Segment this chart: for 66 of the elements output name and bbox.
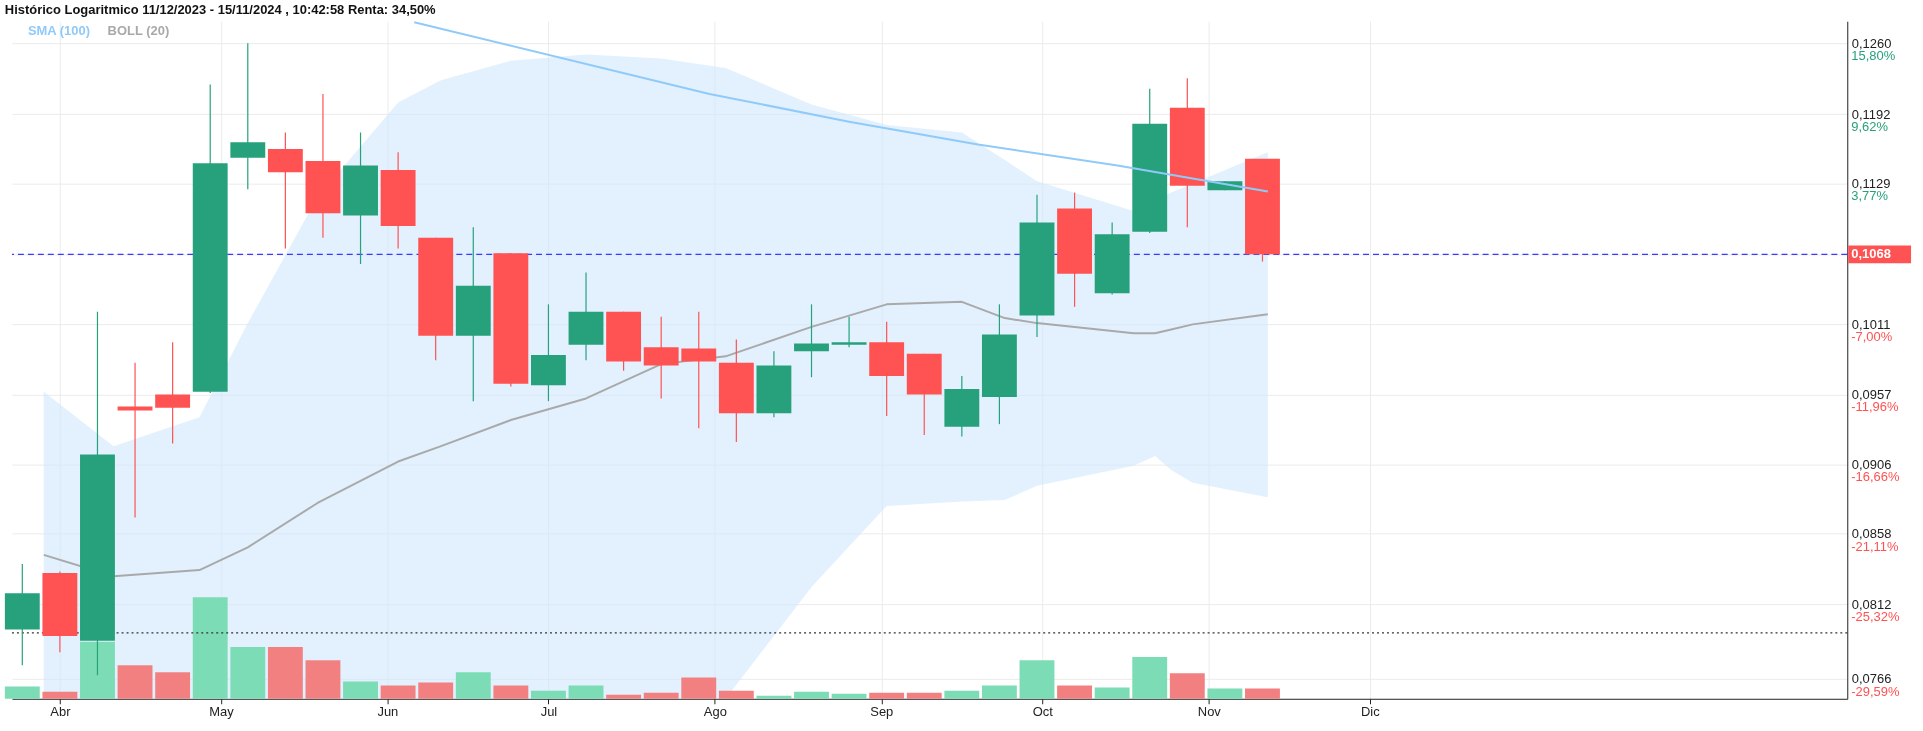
chart-title: Histórico Logaritmico 11/12/2023 - 15/11/2024 , 10:42:58 Renta: 34,50% xyxy=(4,2,437,18)
bar xyxy=(606,694,642,699)
bar xyxy=(4,686,40,699)
text: -25,32% xyxy=(1851,609,1900,625)
x-tick-label: Jun xyxy=(377,704,399,720)
line-series xyxy=(42,300,1269,578)
bar xyxy=(117,665,153,699)
y-tick-label: 0,0858 xyxy=(1851,526,1892,542)
bar xyxy=(155,672,191,699)
text: 9,62% xyxy=(1851,119,1889,135)
x-tick-label: Nov xyxy=(1197,704,1222,720)
y-tick-label: 0,1129 xyxy=(1851,175,1891,191)
y-tick-label: 0,0812 xyxy=(1851,596,1892,612)
x-tick-label: Abr xyxy=(50,704,72,720)
candlestick xyxy=(794,303,829,378)
x-tick-label: Dic xyxy=(1361,704,1381,720)
candlestick xyxy=(155,341,191,444)
x-tick-label: Ago xyxy=(703,704,727,720)
bar xyxy=(1019,660,1055,699)
x-tick-label: Oct xyxy=(1032,704,1054,720)
candlestick xyxy=(681,311,717,429)
bar xyxy=(756,695,792,699)
bar xyxy=(267,646,303,699)
bar xyxy=(831,693,867,699)
bar xyxy=(1094,687,1130,699)
bar xyxy=(380,685,416,699)
bar xyxy=(643,692,679,699)
bar xyxy=(343,681,378,699)
bar xyxy=(1207,688,1243,699)
bar xyxy=(718,690,754,699)
bar xyxy=(1057,685,1093,699)
y-tick-label: 0,1260 xyxy=(1851,35,1892,51)
bar xyxy=(1169,673,1205,699)
bar xyxy=(192,597,228,699)
x-tick-label: Sep xyxy=(870,704,894,720)
y-tick-label: 0,0766 xyxy=(1851,671,1892,687)
y-tick-label: 0,0906 xyxy=(1851,456,1892,472)
bar xyxy=(681,677,717,699)
bar xyxy=(944,690,980,699)
bar xyxy=(493,685,529,699)
bar xyxy=(568,685,604,699)
bar xyxy=(906,692,942,699)
bar xyxy=(230,646,266,699)
bar xyxy=(418,682,454,699)
bar xyxy=(981,685,1017,699)
candlestick xyxy=(831,316,867,348)
bar xyxy=(80,641,115,699)
ref-line-label: 0,1068 xyxy=(1851,246,1891,262)
bar xyxy=(1132,657,1168,699)
x-tick-label: Jul xyxy=(540,704,558,720)
candlestick xyxy=(117,362,153,519)
y-tick-label: 0,0957 xyxy=(1851,386,1892,402)
text: SMA (100) xyxy=(27,23,90,39)
bar xyxy=(305,660,341,699)
candlestick xyxy=(230,42,266,190)
y-tick-label: 0,1011 xyxy=(1851,316,1891,332)
y-tick-label: 0,1192 xyxy=(1851,106,1891,122)
bar xyxy=(869,692,905,699)
bar xyxy=(1245,688,1280,699)
bar xyxy=(455,672,491,699)
x-tick-label: May xyxy=(209,704,235,720)
bar xyxy=(531,690,566,699)
line-series xyxy=(413,21,1269,193)
bar xyxy=(794,691,829,699)
bar xyxy=(42,691,78,699)
text: BOLL (20) xyxy=(107,23,170,39)
